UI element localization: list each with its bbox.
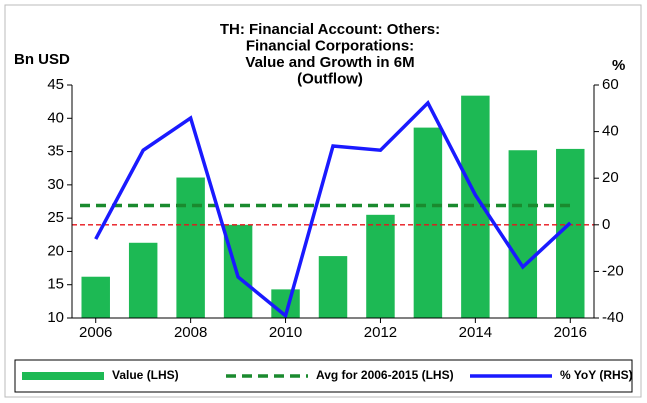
bar bbox=[176, 177, 205, 318]
bar bbox=[128, 242, 158, 318]
legend-label: Value (LHS) bbox=[112, 368, 179, 382]
y2-axis-label: % bbox=[612, 57, 625, 74]
y2-tick-label: 0 bbox=[602, 216, 610, 233]
y-tick-label: 45 bbox=[47, 76, 64, 93]
legend-label: Avg for 2006-2015 (LHS) bbox=[316, 368, 454, 382]
x-tick-label: 2016 bbox=[554, 324, 587, 341]
y2-tick-label: -40 bbox=[602, 309, 624, 326]
x-tick-label: 2010 bbox=[269, 324, 302, 341]
y2-tick-label: -20 bbox=[602, 262, 624, 279]
y-tick-label: 40 bbox=[47, 109, 64, 126]
y2-tick-label: 60 bbox=[602, 76, 619, 93]
chart-title: Value and Growth in 6M bbox=[245, 54, 414, 71]
legend-box bbox=[14, 359, 633, 393]
bar bbox=[318, 256, 348, 318]
bar bbox=[413, 127, 443, 318]
y-tick-label: 10 bbox=[47, 309, 64, 326]
yoy-line bbox=[94, 100, 572, 319]
legend-label: % YoY (RHS) bbox=[560, 368, 633, 382]
legend-swatch bbox=[22, 372, 104, 380]
bar bbox=[508, 150, 538, 318]
x-tick-label: 2012 bbox=[364, 324, 397, 341]
chart-title: (Outflow) bbox=[297, 70, 363, 87]
chart-title: TH: Financial Account: Others: bbox=[220, 21, 440, 38]
x-tick-label: 2008 bbox=[174, 324, 207, 341]
y-tick-label: 30 bbox=[47, 176, 64, 193]
y-tick-label: 20 bbox=[47, 242, 64, 259]
y2-tick-label: 20 bbox=[602, 169, 619, 186]
y-tick-label: 35 bbox=[47, 143, 64, 160]
x-tick-label: 2014 bbox=[459, 324, 492, 341]
y-tick-label: 15 bbox=[47, 276, 64, 293]
bar bbox=[81, 276, 110, 318]
y-tick-label: 25 bbox=[47, 209, 64, 226]
x-tick-label: 2006 bbox=[79, 324, 112, 341]
bar bbox=[366, 214, 395, 318]
y-axis-label: Bn USD bbox=[14, 51, 70, 68]
chart-title: Financial Corporations: bbox=[246, 37, 414, 54]
y2-tick-label: 40 bbox=[602, 123, 619, 140]
